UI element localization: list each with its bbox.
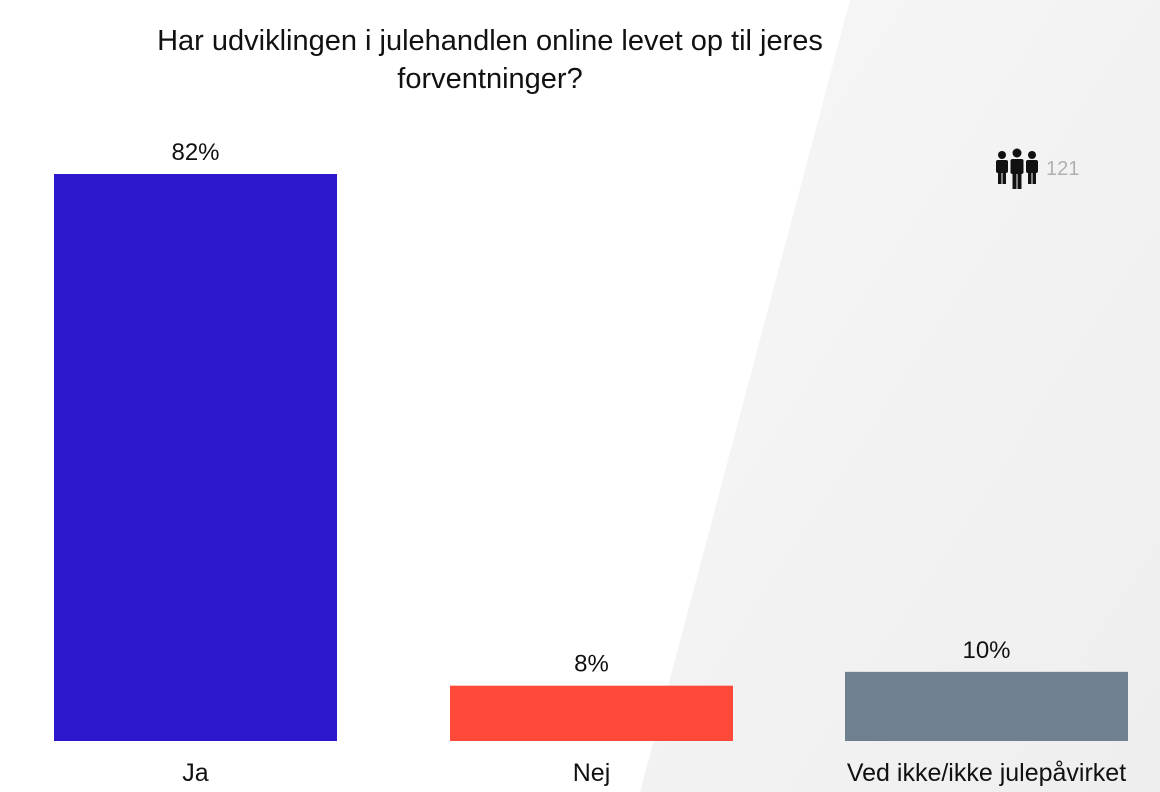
chart-title: Har udviklingen i julehandlen online lev… [157, 25, 823, 95]
bar-3 [845, 671, 1128, 741]
category-label-1: Ja [182, 759, 209, 787]
people-group-icon [996, 148, 1038, 189]
category-label-2: Nej [573, 759, 611, 787]
bar-value-label-2: 8% [574, 651, 609, 678]
respondents-indicator: 121 [994, 148, 1079, 190]
respondents-count: 121 [1046, 157, 1080, 180]
bar-1 [54, 174, 337, 741]
bar-2 [450, 685, 733, 741]
category-label-3: Ved ikke/ikke julepåvirket [847, 759, 1126, 787]
bar-value-label-1: 82% [171, 139, 219, 166]
bar-value-label-3: 10% [962, 637, 1010, 664]
